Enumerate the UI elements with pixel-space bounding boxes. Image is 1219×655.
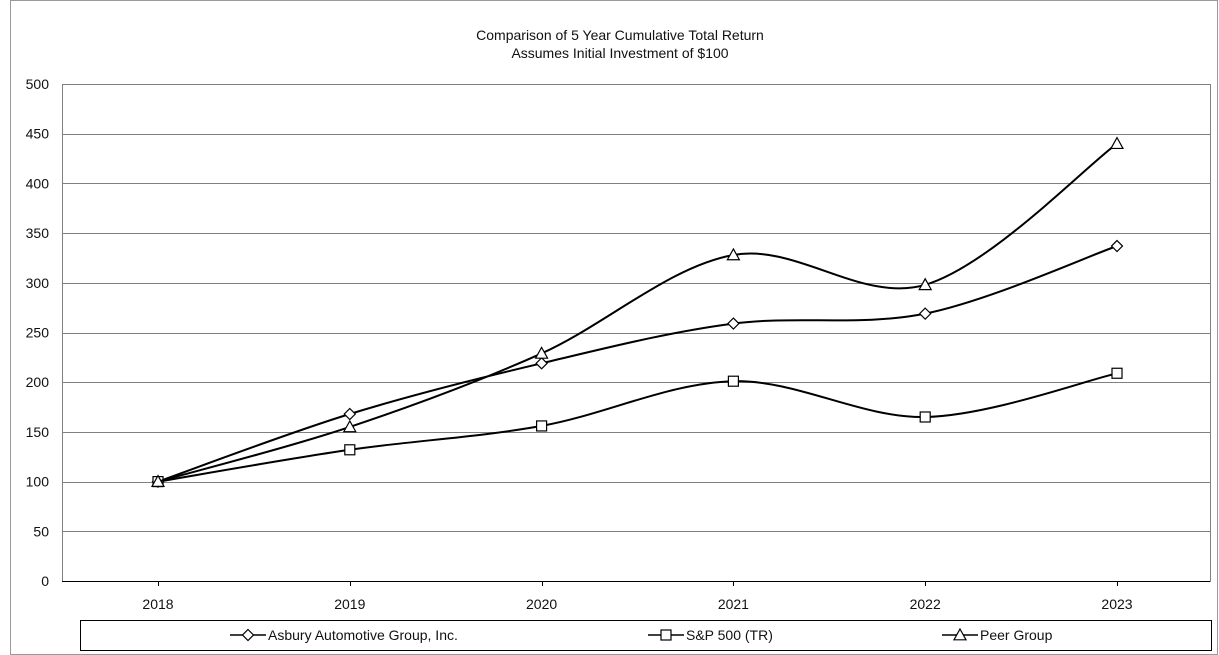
legend: Asbury Automotive Group, Inc. S&P 500 (TR… bbox=[80, 620, 1212, 651]
chart-title: Comparison of 5 Year Cumulative Total Re… bbox=[476, 27, 764, 43]
y-tick-label: 0 bbox=[41, 573, 49, 589]
data-point-diamond bbox=[1110, 239, 1124, 253]
data-point-square bbox=[919, 411, 931, 423]
series-line bbox=[157, 142, 1118, 483]
y-tick-label: 50 bbox=[33, 523, 49, 539]
series-diamond bbox=[151, 239, 1124, 488]
y-tick-label: 350 bbox=[26, 225, 50, 241]
legend-label: S&P 500 (TR) bbox=[686, 627, 773, 643]
legend-label: Peer Group bbox=[980, 627, 1053, 643]
y-tick-label: 150 bbox=[26, 424, 50, 440]
data-point-triangle bbox=[534, 346, 549, 359]
data-point-square bbox=[344, 444, 356, 456]
legend-items: Asbury Automotive Group, Inc. S&P 500 (TR… bbox=[230, 627, 1053, 643]
data-point-triangle bbox=[342, 419, 357, 433]
x-tick-label: 2018 bbox=[142, 596, 173, 612]
y-tick-label: 400 bbox=[26, 175, 50, 191]
y-tick-label: 100 bbox=[26, 474, 50, 490]
legend-marker-square bbox=[660, 629, 672, 641]
data-point-triangle bbox=[1109, 136, 1125, 150]
legend-marker-diamond bbox=[241, 628, 255, 642]
x-tick-label: 2019 bbox=[334, 596, 365, 612]
y-tick-label: 500 bbox=[26, 76, 50, 92]
series-triangle bbox=[150, 136, 1125, 487]
legend-box bbox=[80, 620, 1212, 651]
y-tick-label: 300 bbox=[26, 275, 50, 291]
legend-item: S&P 500 (TR) bbox=[648, 627, 773, 643]
data-point-square bbox=[727, 375, 740, 387]
legend-item: Asbury Automotive Group, Inc. bbox=[230, 627, 458, 643]
x-axis-ticks: 2018 2019 2020 2021 2022 2023 bbox=[142, 581, 1133, 612]
series-lines bbox=[150, 136, 1125, 488]
legend-item: Peer Group bbox=[942, 627, 1053, 643]
y-axis-ticks: 0 50 100 150 200 250 300 350 400 450 500 bbox=[26, 76, 50, 589]
data-point-diamond bbox=[918, 307, 932, 320]
y-tick-label: 450 bbox=[26, 126, 50, 142]
chart-subtitle: Assumes Initial Investment of $100 bbox=[511, 45, 728, 61]
legend-label: Asbury Automotive Group, Inc. bbox=[268, 627, 458, 643]
y-tick-label: 200 bbox=[26, 374, 50, 390]
series-line bbox=[157, 245, 1118, 483]
y-tick-label: 250 bbox=[26, 325, 50, 341]
data-point-triangle bbox=[918, 277, 933, 291]
x-tick-label: 2021 bbox=[718, 596, 749, 612]
x-tick-label: 2020 bbox=[526, 596, 557, 612]
data-point-square bbox=[535, 420, 548, 432]
x-tick-label: 2022 bbox=[910, 596, 941, 612]
data-point-diamond bbox=[535, 356, 548, 370]
data-point-diamond bbox=[727, 317, 740, 330]
data-point-triangle bbox=[150, 474, 166, 487]
data-point-square bbox=[1111, 367, 1123, 379]
legend-marker-triangle bbox=[952, 627, 968, 641]
x-tick-label: 2023 bbox=[1101, 596, 1132, 612]
series-line bbox=[157, 372, 1118, 483]
data-point-diamond bbox=[343, 407, 357, 421]
axes bbox=[62, 84, 1211, 582]
data-point-triangle bbox=[726, 247, 741, 261]
